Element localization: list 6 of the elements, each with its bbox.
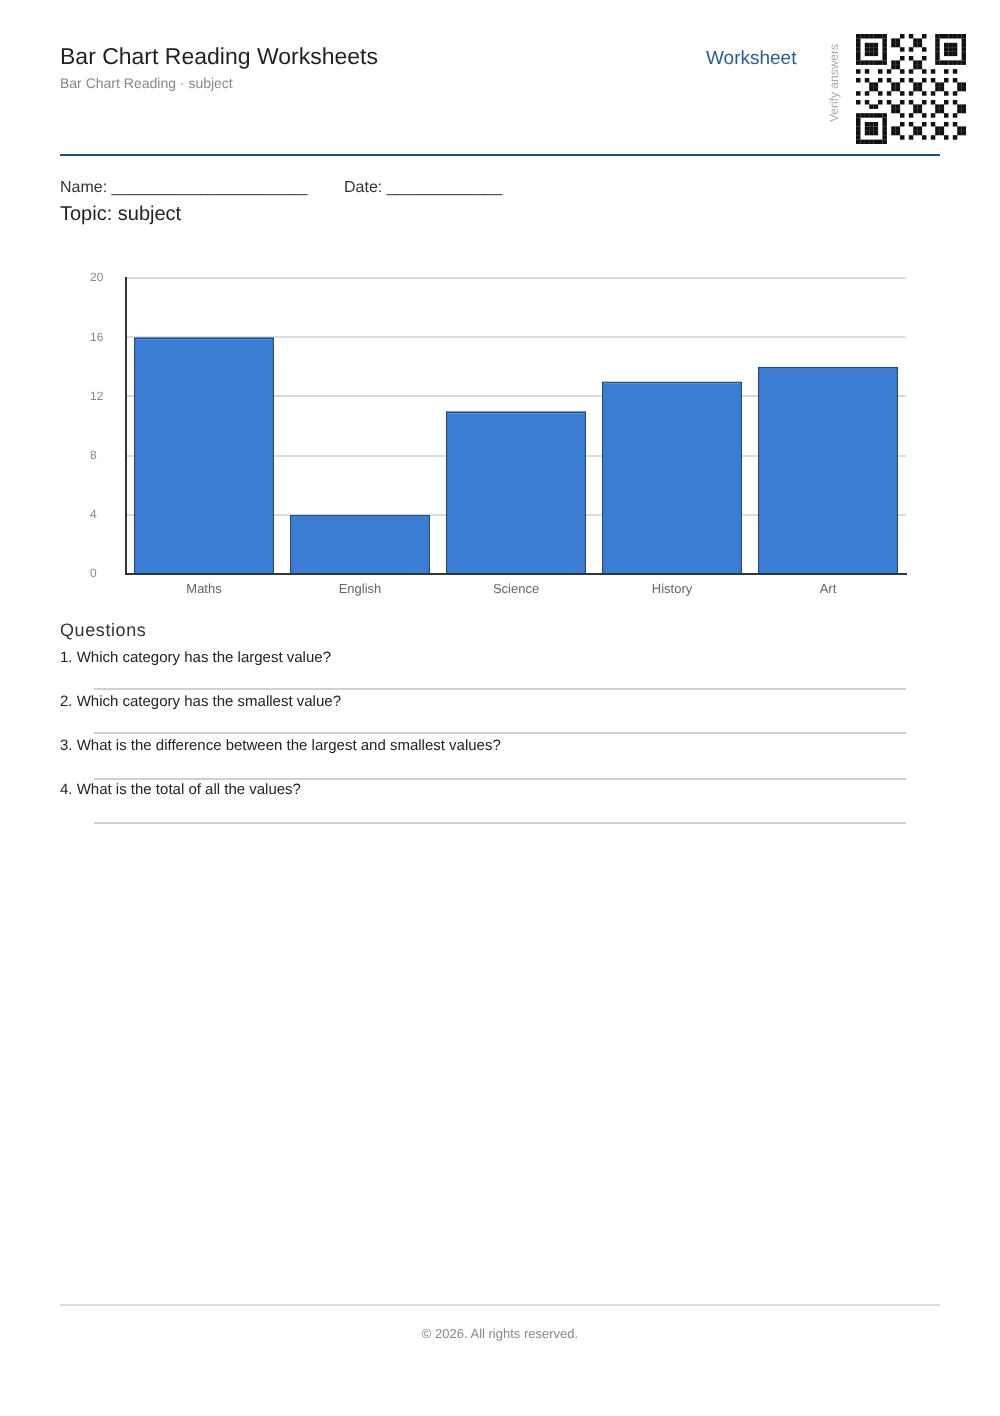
- chart-title: Bar Chart Reading Worksheets: [60, 46, 378, 72]
- text: Topic: subject: [60, 203, 182, 225]
- text: Name: ______________________: [60, 178, 308, 197]
- text: Date: _____________: [344, 178, 503, 197]
- text: Questions: [60, 620, 147, 641]
- text: Worksheet: [706, 47, 797, 70]
